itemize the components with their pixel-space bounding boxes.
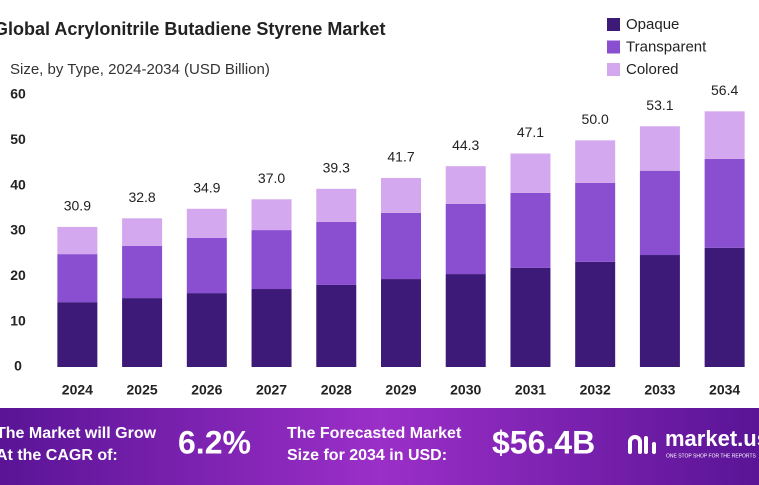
x-tick-label: 2031	[515, 382, 546, 398]
bar-segment	[251, 199, 292, 231]
total-label: 53.1	[646, 97, 673, 113]
y-tick-label: 0	[14, 358, 22, 374]
bar-segment	[186, 237, 227, 294]
x-tick-label: 2030	[450, 382, 481, 398]
bar-segment	[251, 230, 292, 290]
bar-segment	[575, 182, 616, 262]
bar-segment	[704, 158, 745, 248]
y-tick-label: 30	[10, 222, 26, 238]
x-tick-label: 2027	[256, 382, 287, 398]
bar-segment	[510, 192, 551, 268]
legend-label: Opaque	[626, 16, 679, 33]
cagr-value: 6.2%	[178, 424, 251, 460]
total-label: 39.3	[323, 160, 350, 176]
bar-segment	[704, 247, 745, 367]
bar-segment	[575, 140, 616, 183]
brand: market.us	[665, 426, 759, 451]
bar-segment	[639, 170, 680, 256]
bar-segment	[57, 254, 98, 303]
x-tick-label: 2026	[191, 382, 222, 398]
bar-segment	[510, 153, 551, 193]
bar-segment	[381, 177, 421, 213]
total-label: 56.4	[711, 82, 738, 98]
bar-segment	[251, 289, 292, 367]
y-tick-label: 60	[10, 86, 26, 102]
x-tick-label: 2032	[580, 382, 611, 398]
total-label: 37.0	[258, 170, 285, 186]
bar-segment	[186, 208, 227, 238]
cagr-text: The Market will Grow	[0, 425, 157, 442]
legend-swatch	[607, 40, 620, 54]
bar-segment	[316, 221, 357, 285]
legend-swatch	[607, 63, 620, 76]
total-label: 50.0	[582, 111, 609, 127]
total-label: 34.9	[193, 179, 220, 195]
total-label: 30.9	[64, 198, 91, 214]
bar-segment	[381, 279, 421, 367]
total-label: 47.1	[517, 124, 544, 140]
bar-segment	[122, 298, 163, 367]
legend-swatch	[607, 18, 620, 31]
total-label: 41.7	[387, 149, 414, 165]
bar-segment	[316, 284, 357, 367]
y-tick-label: 20	[10, 267, 26, 283]
legend-label: Transparent	[626, 38, 707, 55]
bar-segment	[445, 203, 486, 275]
bar-segment	[704, 111, 745, 159]
x-tick-label: 2025	[127, 382, 158, 398]
bar-segment	[316, 188, 357, 222]
x-tick-label: 2024	[62, 382, 93, 398]
chart-title: Global Acrylonitrile Butadiene Styrene M…	[0, 19, 385, 39]
bar-segment	[122, 245, 163, 299]
bar-segment	[639, 126, 680, 171]
x-tick-label: 2028	[321, 382, 352, 398]
bar-segment	[122, 218, 163, 246]
banner	[0, 408, 759, 485]
forecast-value: $56.4B	[492, 424, 595, 460]
chart-subtitle: Size, by Type, 2024-2034 (USD Billion)	[10, 61, 270, 78]
total-label: 32.8	[128, 189, 155, 205]
forecast-text: Size for 2034 in USD:	[287, 447, 447, 464]
total-label: 44.3	[452, 137, 479, 153]
bar-segment	[445, 274, 486, 367]
bar-segment	[639, 255, 680, 367]
x-tick-label: 2034	[709, 382, 740, 398]
logo-icon	[628, 435, 656, 454]
cagr-text: At the CAGR of:	[0, 447, 118, 464]
legend-label: Colored	[626, 61, 679, 78]
bar-segment	[57, 226, 98, 255]
bar-segment	[445, 166, 486, 204]
bar-segment	[186, 293, 227, 367]
x-tick-label: 2033	[644, 382, 675, 398]
bar-segment	[575, 261, 616, 367]
y-tick-label: 10	[10, 312, 26, 328]
bar-segment	[381, 212, 421, 280]
y-tick-label: 40	[10, 176, 26, 192]
bar-segment	[510, 267, 551, 367]
y-tick-label: 50	[10, 131, 26, 147]
x-tick-label: 2029	[385, 382, 416, 398]
forecast-text: The Forecasted Market	[287, 425, 462, 442]
bar-segment	[57, 302, 98, 367]
tagline: ONE STOP SHOP FOR THE REPORTS	[666, 453, 757, 459]
